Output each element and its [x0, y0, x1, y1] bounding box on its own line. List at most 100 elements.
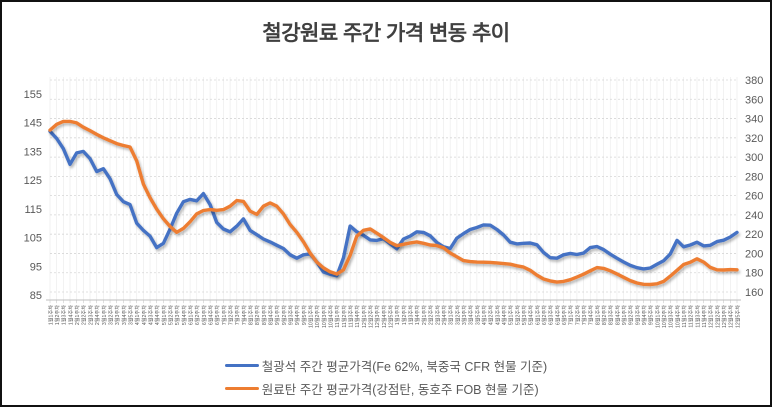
x-axis-label: 4월3주차 — [146, 305, 154, 325]
x-axis-label: 2월3주차 — [433, 305, 441, 325]
x-axis-label: 12월2주차 — [713, 305, 721, 328]
left-axis-tick-label: 135 — [24, 146, 42, 158]
x-axis-label: 2월2주차 — [427, 305, 435, 325]
x-axis — [46, 299, 741, 304]
x-axis-label: 12월2주차 — [367, 305, 375, 328]
x-axis-label: 8월2주차 — [600, 305, 608, 325]
x-axis-label: 7월4주차 — [587, 305, 595, 325]
x-axis-label: 5월3주차 — [173, 305, 181, 325]
right-axis-tick-label: 320 — [745, 133, 763, 145]
vertical-gridlines — [49, 77, 738, 300]
x-axis-label: 6월5주차 — [213, 305, 221, 325]
x-axis-label: 4월4주차 — [153, 305, 161, 325]
right-axis-tick-label: 160 — [745, 287, 763, 299]
left-axis-tick-label: 95 — [30, 261, 42, 273]
x-axis-label: 5월2주차 — [166, 305, 174, 325]
x-axis-label: 1월4주차 — [413, 305, 421, 325]
legend-label-coking-coal: 원료탄 주간 평균가격(강점탄, 동호주 FOB 현물 기준) — [261, 383, 539, 397]
right-axis-tick-label: 200 — [745, 248, 763, 260]
chart-legend: 철광석 주간 평균가격(Fe 62%, 북중국 CFR 현물 기준) 원료탄 주… — [2, 354, 770, 400]
x-axis-label: 9월4주차 — [293, 305, 301, 325]
right-axis-tick-label: 180 — [745, 268, 763, 280]
x-axis-label: 8월2주차 — [253, 305, 261, 325]
x-axis-label: 12월5주차 — [733, 305, 741, 328]
x-axis-label: 2월1주차 — [73, 305, 81, 325]
x-axis-label: 6월1주차 — [533, 305, 541, 325]
x-axis-label: 1월2주차 — [53, 305, 61, 325]
x-axis-label: 6월3주차 — [547, 305, 555, 325]
x-axis-label: 3월3주차 — [460, 305, 468, 325]
x-axis-label: 1월1주차 — [46, 305, 54, 325]
x-axis-label: 7월2주차 — [573, 305, 581, 325]
x-axis-label: 4월2주차 — [140, 305, 148, 325]
x-axis-label: 8월4주차 — [267, 305, 275, 325]
x-axis-label: 6월2주차 — [540, 305, 548, 325]
x-axis-label: 1월4주차 — [66, 305, 74, 325]
x-axis-label: 9월5주차 — [647, 305, 655, 325]
x-axis-label: 4월1주차 — [480, 305, 488, 325]
horizontal-gridlines — [50, 79, 737, 293]
right-axis-tick-label: 360 — [745, 94, 763, 106]
legend-item-iron-ore[interactable]: 철광석 주간 평균가격(Fe 62%, 북중국 CFR 현물 기준) — [224, 354, 548, 377]
x-axis-label: 2월4주차 — [440, 305, 448, 325]
x-axis-label: 12월5주차 — [387, 305, 395, 328]
right-axis-tick-label: 380 — [745, 75, 763, 87]
x-axis-label: 3월5주차 — [473, 305, 481, 325]
x-axis-label: 12월4주차 — [727, 305, 735, 328]
x-axis-label: 5월3주차 — [520, 305, 528, 325]
x-axis-label: 12월1주차 — [360, 305, 368, 328]
legend-item-coking-coal[interactable]: 원료탄 주간 평균가격(강점탄, 동호주 FOB 현물 기준) — [224, 377, 547, 400]
x-axis-label: 10월2주차 — [660, 305, 668, 328]
right-axis-tick-label: 300 — [745, 152, 763, 164]
x-axis-label: 2월3주차 — [86, 305, 94, 325]
left-axis-tick-label: 155 — [24, 89, 42, 101]
x-axis-label: 3월4주차 — [467, 305, 475, 325]
right-axis-labels: 380 360 340 320 300 280 260 240 220 200 180 160 — [745, 75, 763, 299]
x-axis-label: 12월4주차 — [380, 305, 388, 328]
x-axis-label: 10월2주차 — [313, 305, 321, 328]
x-axis-label: 9월5주차 — [300, 305, 308, 325]
x-axis-label: 4월2주차 — [487, 305, 495, 325]
x-axis-label: 6월5주차 — [560, 305, 568, 325]
x-axis-label: 8월3주차 — [607, 305, 615, 325]
left-axis-tick-label: 115 — [24, 204, 42, 216]
x-axis-label: 10월4주차 — [673, 305, 681, 328]
x-axis-label: 5월1주차 — [160, 305, 168, 325]
series-line-coking-coal — [48, 119, 739, 287]
legend-label-iron-ore: 철광석 주간 평균가격(Fe 62%, 북중국 CFR 현물 기준) — [261, 360, 548, 374]
series-line-iron-ore — [48, 129, 739, 278]
x-axis-label: 9월2주차 — [627, 305, 635, 325]
x-axis-label: 10월1주차 — [653, 305, 661, 328]
x-axis-label: 5월4주차 — [527, 305, 535, 325]
x-axis-label: 3월2주차 — [106, 305, 114, 325]
x-axis-label: 11월1주차 — [680, 305, 688, 328]
x-axis-label: 11월1주차 — [333, 305, 341, 328]
x-axis-label: 2월2주차 — [80, 305, 88, 325]
x-axis-label: 8월3주차 — [260, 305, 268, 325]
x-axis-label: 9월2주차 — [280, 305, 288, 325]
x-axis-label: 12월3주차 — [373, 305, 381, 328]
x-axis-label: 3월1주차 — [100, 305, 108, 325]
x-axis-label: 6월4주차 — [206, 305, 214, 325]
series-lines — [48, 119, 739, 287]
x-axis-label: 3월1주차 — [447, 305, 455, 325]
x-axis-label: 11월4주차 — [353, 305, 361, 328]
x-axis-label: 8월1주차 — [246, 305, 254, 325]
x-axis-label: 9월1주차 — [620, 305, 628, 325]
x-axis-label: 4월1주차 — [133, 305, 141, 325]
x-axis-label: 11월3주차 — [347, 305, 355, 328]
x-axis-label: 10월4주차 — [327, 305, 335, 328]
x-axis-label: 10월3주차 — [667, 305, 675, 328]
x-axis-label: 8월4주차 — [613, 305, 621, 325]
chart-title: 철강원료 주간 가격 변동 추이 — [262, 22, 510, 45]
right-axis-tick-label: 240 — [745, 210, 763, 222]
x-axis-label: 10월3주차 — [320, 305, 328, 328]
left-axis-tick-label: 145 — [24, 118, 42, 130]
x-axis-label: 1월3주차 — [60, 305, 68, 325]
x-axis-label: 11월4주차 — [700, 305, 708, 328]
x-axis-label: 7월2주차 — [226, 305, 234, 325]
x-axis-label: 9월4주차 — [640, 305, 648, 325]
x-axis-label: 7월1주차 — [220, 305, 228, 325]
x-axis-label: 5월2주차 — [513, 305, 521, 325]
x-axis-label: 3월3주차 — [113, 305, 121, 325]
